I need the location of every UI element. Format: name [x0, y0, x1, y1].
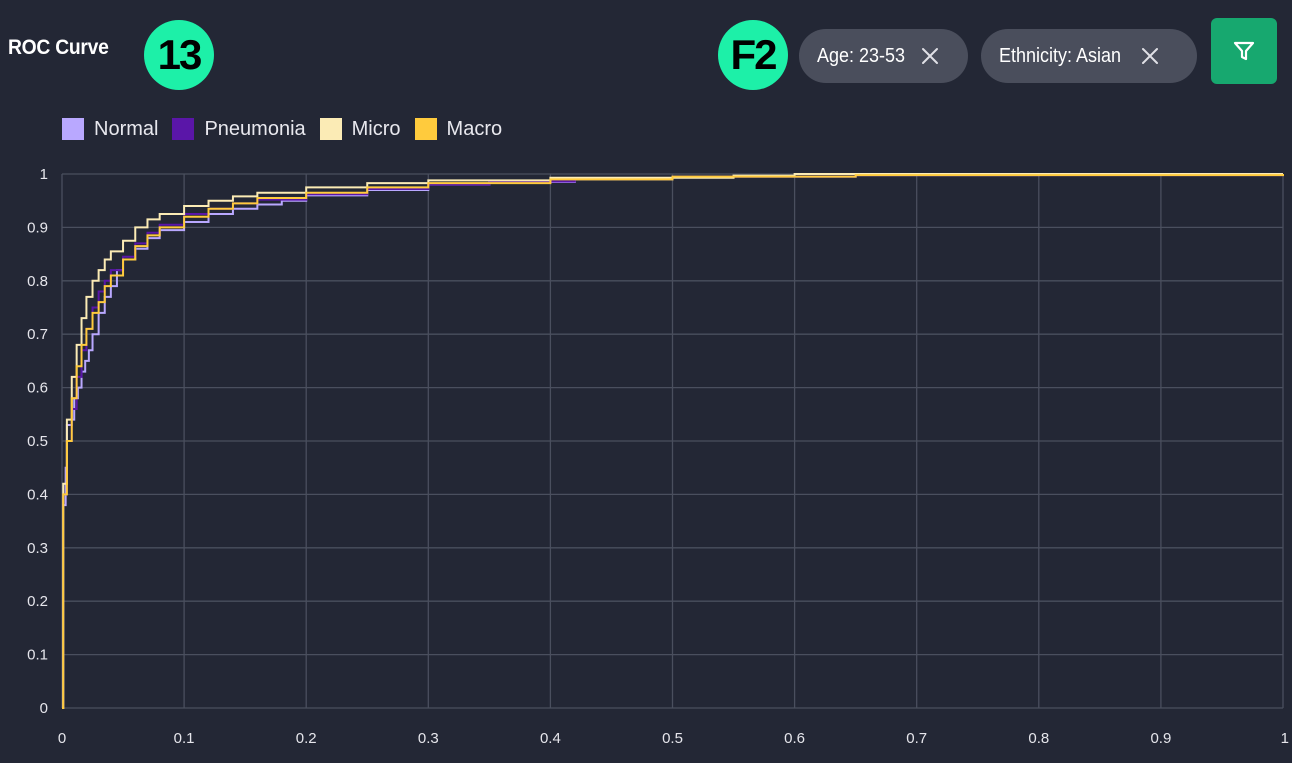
filter-chip-label: Age: 23-53 — [817, 44, 906, 67]
y-tick-label: 0.3 — [27, 540, 48, 557]
y-tick-label: 0.1 — [27, 647, 48, 664]
grid — [61, 173, 1284, 709]
x-tick-label: 1 — [1281, 730, 1289, 747]
legend-item-normal[interactable]: Normal — [62, 118, 158, 141]
y-tick-label: 1 — [40, 166, 48, 183]
series-line-micro — [62, 173, 1283, 709]
chart-legend: Normal Pneumonia Micro Macro — [62, 116, 516, 142]
legend-item-micro[interactable]: Micro — [319, 117, 401, 141]
axis-ticks: 0 0.1 0.2 0.3 0.4 0.5 0.6 0.7 0.8 0.9 1 0 0.1 0.2 0.3 0… — [27, 166, 1289, 747]
x-tick-label: 0.1 — [174, 730, 195, 747]
legend-item-macro[interactable]: Macro — [414, 117, 503, 141]
filter-chip-ethnicity[interactable]: Ethnicity: Asian — [981, 29, 1197, 83]
close-icon[interactable] — [921, 47, 939, 65]
x-tick-label: 0.8 — [1028, 730, 1049, 747]
legend-label: Normal — [94, 117, 159, 140]
legend-item-pneumonia[interactable]: Pneumonia — [172, 117, 306, 141]
y-tick-label: 0.9 — [27, 219, 48, 236]
step-badge: 13 — [144, 20, 214, 90]
y-tick-label: 0.7 — [27, 326, 48, 343]
legend-label: Pneumonia — [204, 117, 306, 140]
filter-funnel-icon — [1233, 41, 1255, 61]
y-tick-label: 0.6 — [27, 380, 48, 397]
x-tick-label: 0.9 — [1150, 730, 1171, 747]
chart-title: ROC Curve — [8, 36, 109, 59]
filter-chip-age[interactable]: Age: 23-53 — [799, 29, 968, 83]
x-tick-label: 0.6 — [784, 730, 805, 747]
x-tick-label: 0.7 — [906, 730, 927, 747]
legend-swatch — [62, 118, 84, 140]
legend-label: Micro — [351, 117, 401, 140]
step-badge: F2 — [718, 20, 788, 90]
y-tick-label: 0.4 — [27, 486, 48, 503]
y-tick-label: 0 — [40, 700, 48, 717]
x-tick-label: 0.3 — [418, 730, 439, 747]
y-tick-label: 0.2 — [27, 593, 48, 610]
series-line-macro — [62, 174, 1284, 709]
x-tick-label: 0.2 — [296, 730, 317, 747]
legend-swatch — [172, 118, 195, 140]
legend-label: Macro — [446, 117, 503, 140]
legend-swatch — [414, 118, 437, 140]
series-lines — [62, 173, 1284, 709]
x-tick-label: 0.4 — [540, 730, 561, 747]
filter-button[interactable] — [1211, 18, 1277, 84]
legend-swatch — [319, 118, 342, 140]
y-tick-label: 0.5 — [27, 433, 48, 450]
close-icon[interactable] — [1141, 47, 1159, 65]
x-tick-label: 0.5 — [662, 730, 683, 747]
x-tick-label: 0 — [58, 730, 66, 747]
y-tick-label: 0.8 — [27, 273, 48, 290]
filter-chip-label: Ethnicity: Asian — [999, 44, 1122, 67]
